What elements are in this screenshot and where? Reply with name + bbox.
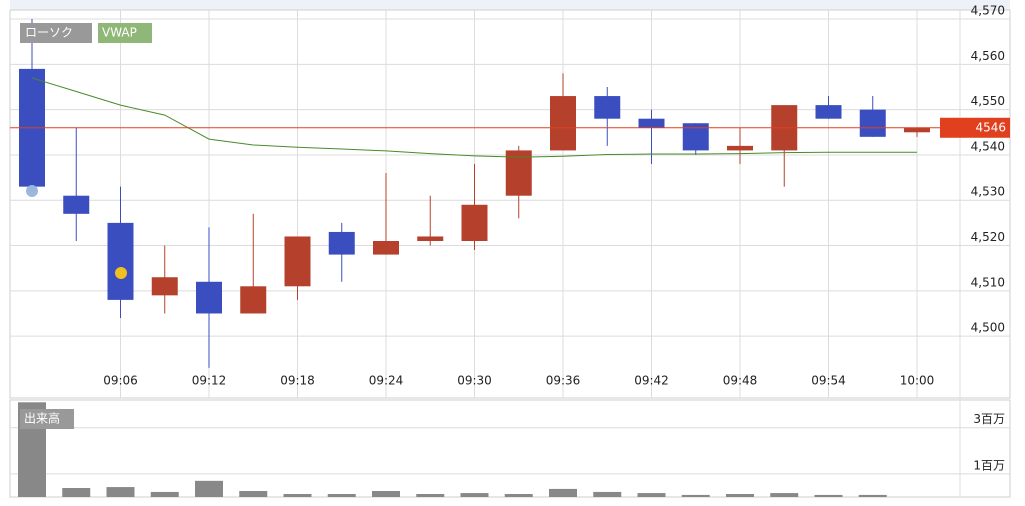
- volume-bar: [814, 494, 843, 497]
- volume-bar: [726, 493, 754, 497]
- volume-bar: [637, 493, 666, 497]
- y-tick-label: 4,540: [971, 139, 1005, 153]
- candle-body: [859, 109, 886, 137]
- volume-bar: [416, 493, 445, 497]
- legend-label: 出来高: [24, 411, 60, 426]
- legend-box: [98, 23, 152, 43]
- volume-bar: [327, 493, 356, 497]
- volume-bar: [195, 480, 223, 497]
- x-tick-label: 09:24: [369, 374, 404, 388]
- candle-body: [107, 222, 134, 300]
- candle-body: [63, 195, 90, 214]
- legend-box: [20, 409, 74, 429]
- candle-body: [196, 281, 222, 314]
- x-tick-label: 09:30: [457, 374, 492, 388]
- legend-label: VWAP: [102, 26, 137, 40]
- volume-bar: [106, 487, 135, 497]
- y-tick-label: 4,560: [971, 49, 1005, 63]
- volume-bar: [239, 490, 268, 497]
- candle-body: [417, 236, 444, 241]
- y-tick-label: 4,530: [971, 185, 1005, 199]
- volume-bar: [372, 490, 400, 497]
- plot-layer: 09:06 09:12 09:18 09:24 09:30 09:36 09:42 09:48…: [10, 4, 1010, 497]
- candle-body: [594, 96, 621, 119]
- y-tick-label: 3百万: [973, 412, 1005, 426]
- x-tick-label: 09:36: [546, 374, 581, 388]
- y-tick-label: 4,570: [971, 4, 1005, 18]
- y-tick-label: 4,520: [971, 230, 1005, 244]
- candle-body: [151, 277, 178, 296]
- x-tick-label: 10:00: [900, 374, 935, 388]
- volume-bar: [504, 493, 533, 497]
- event-marker: [26, 185, 38, 197]
- candle-body: [240, 286, 267, 314]
- candle-body: [727, 145, 753, 151]
- candle-body: [373, 241, 399, 255]
- volume-bar: [681, 494, 710, 497]
- event-marker: [115, 267, 127, 279]
- volume-bar: [549, 488, 577, 497]
- volume-bar: [593, 491, 622, 497]
- x-tick-label: 09:12: [192, 374, 227, 388]
- last-price-box: [940, 117, 1010, 138]
- volume-bar: [283, 493, 312, 497]
- candle-body: [550, 96, 576, 151]
- vwap-line: [31, 77, 917, 158]
- candle-body: [461, 204, 488, 241]
- x-tick-label: 09:06: [103, 374, 138, 388]
- x-tick-label: 09:54: [811, 374, 846, 388]
- legend: ローソク VWAP 出来高: [20, 23, 152, 429]
- volume-bar: [460, 493, 489, 497]
- y-tick-label: 4,500: [971, 321, 1005, 335]
- y-tick-label: 1百万: [973, 458, 1005, 472]
- candle-body: [284, 236, 311, 287]
- candle-body: [815, 105, 842, 119]
- volume-bar: [150, 491, 179, 497]
- candle-body: [328, 231, 355, 255]
- legend-label: ローソク: [25, 26, 73, 40]
- price-panel-frame: [9, 9, 1011, 399]
- volume-bar: [62, 487, 91, 497]
- x-tick-label: 09:48: [723, 374, 758, 388]
- x-tick-label: 09:18: [280, 374, 315, 388]
- legend-box: [20, 23, 92, 43]
- last-price-label: 4546: [975, 120, 1006, 134]
- volume-bar: [770, 493, 799, 497]
- y-tick-label: 4,550: [971, 94, 1005, 108]
- volume-bar: [858, 494, 887, 497]
- x-tick-label: 09:42: [634, 374, 669, 388]
- y-tick-label: 4,510: [971, 275, 1005, 289]
- candle-body: [638, 118, 665, 128]
- candle-body: [505, 150, 532, 196]
- candle-body: [904, 127, 930, 133]
- top-strip: [10, 0, 1010, 10]
